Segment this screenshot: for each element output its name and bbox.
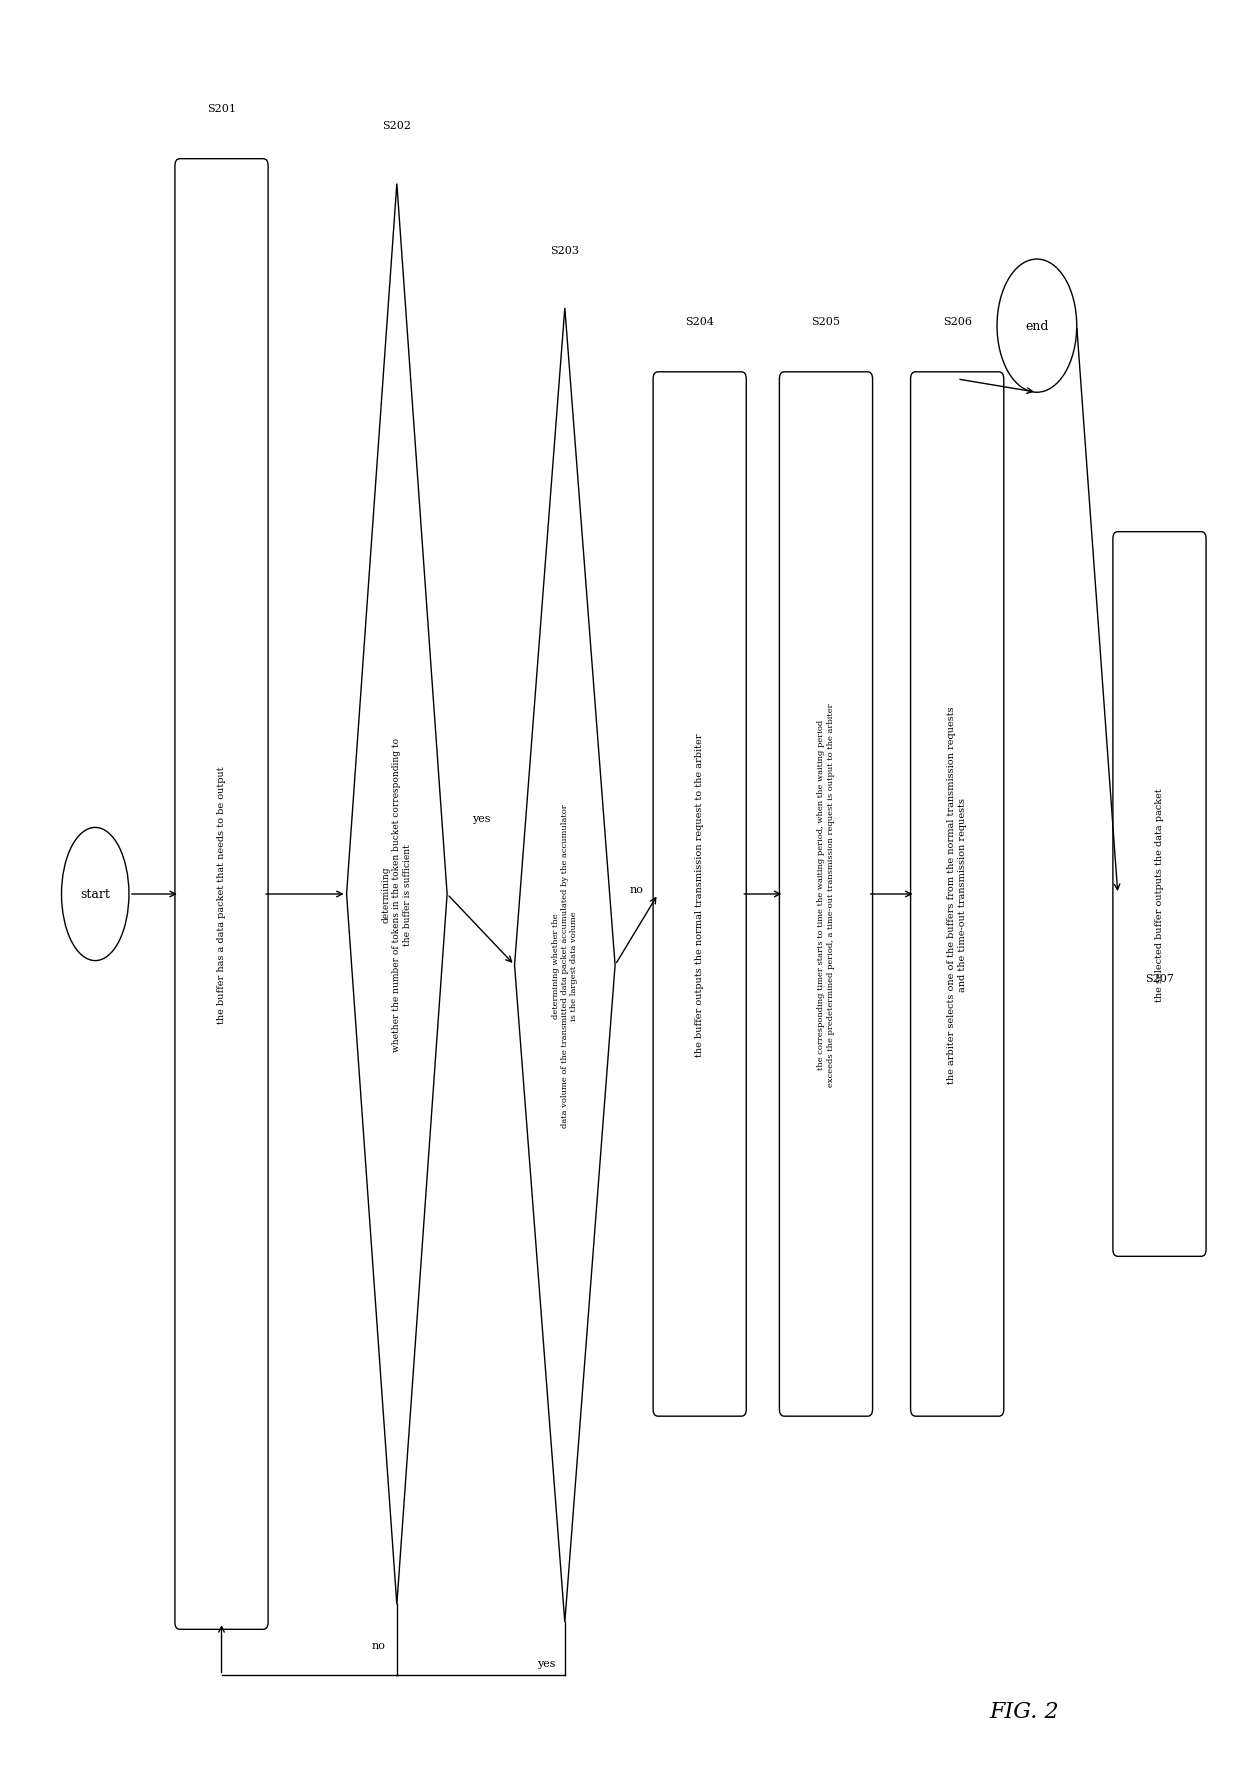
Text: yes: yes bbox=[471, 814, 490, 823]
Text: start: start bbox=[81, 887, 110, 902]
Text: no: no bbox=[630, 884, 644, 894]
Text: S207: S207 bbox=[1145, 973, 1174, 984]
Text: no: no bbox=[372, 1641, 386, 1649]
Polygon shape bbox=[515, 309, 615, 1623]
Text: yes: yes bbox=[537, 1658, 556, 1667]
Ellipse shape bbox=[997, 259, 1076, 394]
Text: the buffer outputs the normal transmission request to the arbiter: the buffer outputs the normal transmissi… bbox=[696, 733, 704, 1056]
Polygon shape bbox=[346, 184, 448, 1605]
FancyBboxPatch shape bbox=[1112, 533, 1207, 1256]
Text: end: end bbox=[1025, 320, 1049, 333]
FancyBboxPatch shape bbox=[175, 159, 268, 1630]
FancyBboxPatch shape bbox=[910, 372, 1003, 1417]
Text: S203: S203 bbox=[551, 245, 579, 256]
Text: the corresponding timer starts to time the waiting period, when the waiting peri: the corresponding timer starts to time t… bbox=[817, 703, 835, 1086]
Text: the arbiter selects one of the buffers from the normal transmission requests
and: the arbiter selects one of the buffers f… bbox=[947, 707, 967, 1082]
Text: the buffer has a data packet that needs to be output: the buffer has a data packet that needs … bbox=[217, 766, 226, 1023]
Text: the selected buffer outputs the data packet: the selected buffer outputs the data pac… bbox=[1154, 787, 1164, 1002]
FancyBboxPatch shape bbox=[653, 372, 746, 1417]
Text: S202: S202 bbox=[382, 122, 412, 131]
Text: S206: S206 bbox=[942, 317, 972, 326]
Text: S204: S204 bbox=[686, 317, 714, 326]
Text: determining whether the
data volume of the transmitted data packet accumulated b: determining whether the data volume of t… bbox=[552, 803, 578, 1127]
FancyBboxPatch shape bbox=[780, 372, 873, 1417]
Text: S201: S201 bbox=[207, 104, 236, 113]
Text: FIG. 2: FIG. 2 bbox=[990, 1700, 1059, 1723]
Ellipse shape bbox=[62, 828, 129, 961]
Text: S205: S205 bbox=[811, 317, 841, 326]
Text: determining
whether the number of tokens in the token bucket corresponding to
th: determining whether the number of tokens… bbox=[382, 737, 412, 1052]
